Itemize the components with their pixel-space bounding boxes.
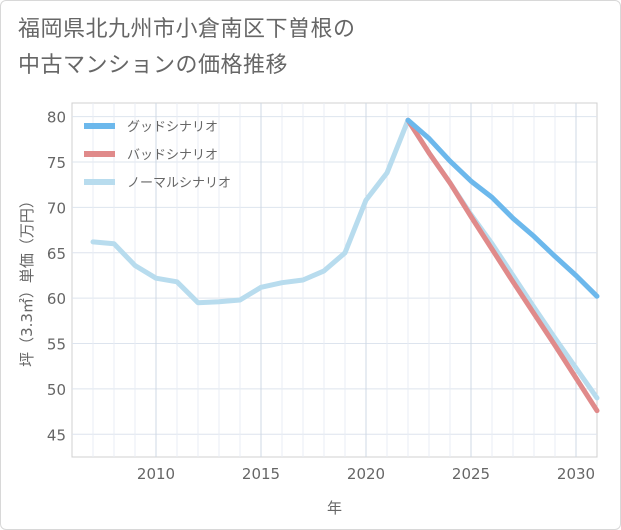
y-tick-label: 75 xyxy=(47,154,66,172)
y-tick-label: 45 xyxy=(47,426,66,444)
x-axis-label: 年 xyxy=(327,499,342,517)
y-tick-label: 50 xyxy=(47,381,66,399)
y-axis-label: 坪（3.3㎡）単価（万円） xyxy=(18,193,36,367)
axis-ticks: 45 50 55 60 65 70 75 80 2010 2015 2020 2025 2030 xyxy=(47,109,595,483)
y-tick-label: 70 xyxy=(47,199,66,217)
y-tick-label: 60 xyxy=(47,290,66,308)
x-tick-label: 2030 xyxy=(557,465,595,483)
x-tick-label: 2010 xyxy=(137,465,175,483)
series-line-2 xyxy=(90,117,600,401)
legend-label-2: ノーマルシナリオ xyxy=(127,176,231,191)
x-tick-label: 2025 xyxy=(452,465,490,483)
y-tick-label: 55 xyxy=(47,336,66,354)
chart-title-line-1: 福岡県北九州市小倉南区下曽根の xyxy=(18,17,356,42)
x-tick-label: 2015 xyxy=(242,465,280,483)
chart-title-line-2: 中古マンションの価格推移 xyxy=(18,53,289,78)
series-lines xyxy=(90,117,600,414)
series-line-1 xyxy=(405,117,600,414)
y-tick-label: 80 xyxy=(47,109,66,127)
y-tick-label: 65 xyxy=(47,245,66,263)
x-tick-label: 2020 xyxy=(347,465,385,483)
legend-label-0: グッドシナリオ xyxy=(127,120,218,135)
grid-lines xyxy=(72,103,597,457)
chart-title: 福岡県北九州市小倉南区下曽根の 中古マンションの価格推移 xyxy=(18,12,356,84)
series-line-0 xyxy=(405,117,600,299)
legend-label-1: バッドシナリオ xyxy=(127,148,218,163)
